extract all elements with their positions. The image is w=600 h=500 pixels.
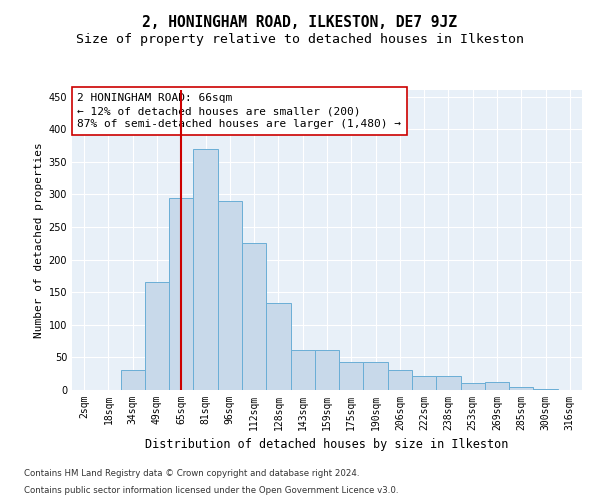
Bar xyxy=(266,304,290,390)
Text: 2, HONINGHAM ROAD, ILKESTON, DE7 9JZ: 2, HONINGHAM ROAD, ILKESTON, DE7 9JZ xyxy=(143,15,458,30)
Text: Size of property relative to detached houses in Ilkeston: Size of property relative to detached ho… xyxy=(76,32,524,46)
X-axis label: Distribution of detached houses by size in Ilkeston: Distribution of detached houses by size … xyxy=(145,438,509,452)
Bar xyxy=(339,362,364,390)
Bar xyxy=(145,282,169,390)
Bar xyxy=(315,350,339,390)
Y-axis label: Number of detached properties: Number of detached properties xyxy=(34,142,44,338)
Bar xyxy=(533,388,558,390)
Text: Contains HM Land Registry data © Crown copyright and database right 2024.: Contains HM Land Registry data © Crown c… xyxy=(24,468,359,477)
Bar xyxy=(364,362,388,390)
Bar xyxy=(169,198,193,390)
Bar xyxy=(242,244,266,390)
Bar xyxy=(121,370,145,390)
Bar xyxy=(509,386,533,390)
Bar xyxy=(485,382,509,390)
Bar xyxy=(290,350,315,390)
Bar xyxy=(436,376,461,390)
Text: Contains public sector information licensed under the Open Government Licence v3: Contains public sector information licen… xyxy=(24,486,398,495)
Bar xyxy=(461,384,485,390)
Bar xyxy=(388,370,412,390)
Bar xyxy=(412,376,436,390)
Bar xyxy=(218,201,242,390)
Bar xyxy=(193,148,218,390)
Text: 2 HONINGHAM ROAD: 66sqm
← 12% of detached houses are smaller (200)
87% of semi-d: 2 HONINGHAM ROAD: 66sqm ← 12% of detache… xyxy=(77,93,401,130)
